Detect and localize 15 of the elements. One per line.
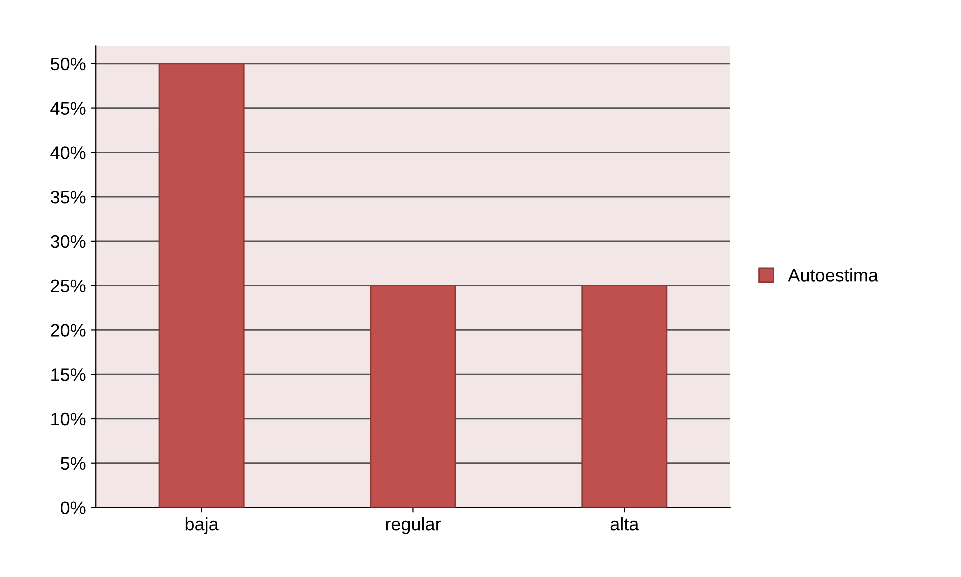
y-tick-label: 40% (50, 146, 86, 160)
y-tick-label: 5% (61, 457, 86, 470)
x-tick-label: regular (386, 517, 442, 534)
y-tick-label: 10% (52, 412, 86, 426)
y-tick-label: 25% (51, 280, 86, 293)
y-tick-label: 20% (51, 324, 86, 337)
x-tick-label: baja (186, 517, 219, 534)
legend-label: Autoestima (788, 268, 879, 282)
y-tick-label: 35% (50, 191, 86, 204)
y-tick-label: 0% (60, 502, 86, 514)
y-tick-label: 45% (50, 102, 86, 116)
y-tick-label: 15% (52, 368, 86, 382)
y-tick-label: 50% (50, 58, 86, 71)
x-tick-label: alta (610, 517, 640, 531)
y-tick-label: 30% (50, 235, 86, 248)
